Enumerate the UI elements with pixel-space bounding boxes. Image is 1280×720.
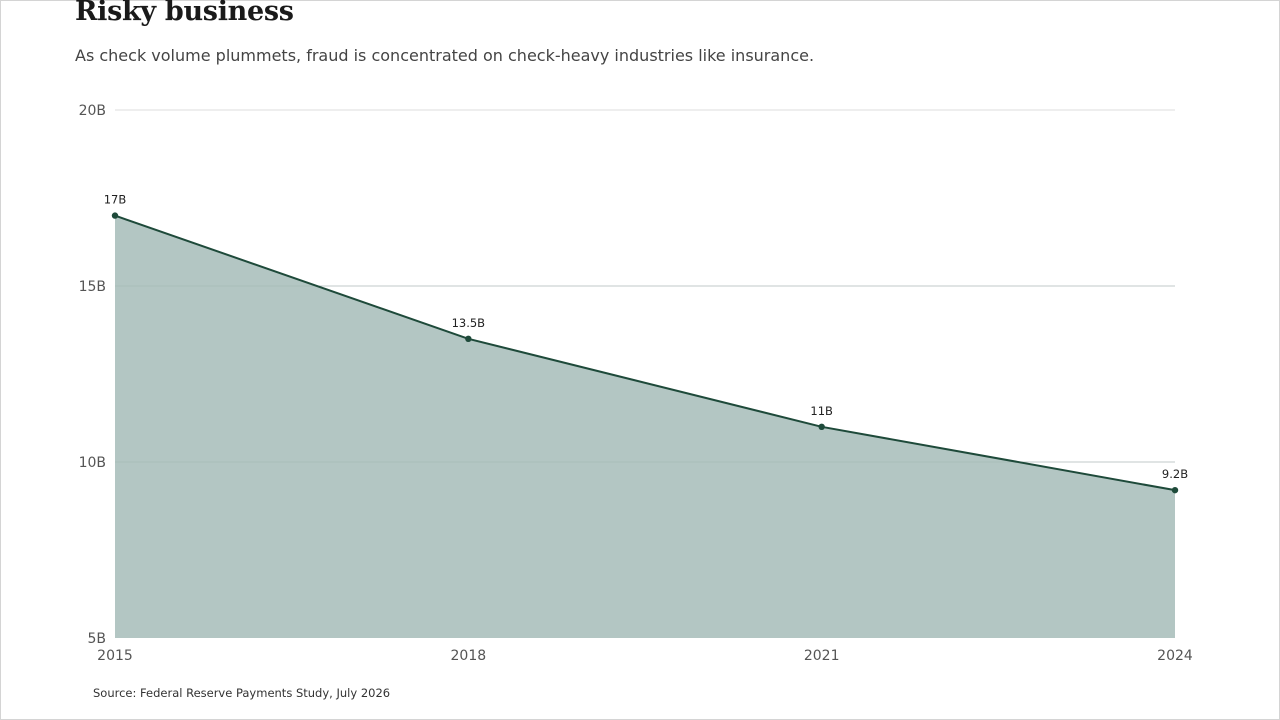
data-label: 11B	[810, 404, 833, 418]
y-tick-label: 10B	[79, 455, 106, 471]
data-point	[465, 335, 472, 342]
marker-layer	[111, 212, 1179, 494]
x-axis-ticks: 2015 2018 2021 2024	[97, 648, 1193, 664]
x-tick-label: 2015	[97, 648, 133, 664]
source-note: Source: Federal Reserve Payments Study, …	[93, 686, 391, 700]
data-labels: 17B 13.5B 11B 9.2B	[104, 193, 1188, 482]
data-point	[111, 212, 119, 219]
x-tick-label: 2021	[804, 648, 840, 664]
data-point	[1171, 486, 1179, 494]
line-layer	[114, 214, 1176, 492]
area-fill	[115, 215, 1175, 638]
data-point	[818, 423, 825, 430]
y-axis-ticks: 5B 10B 15B 20B	[79, 103, 106, 647]
data-label: 17B	[104, 193, 127, 207]
x-tick-label: 2024	[1157, 648, 1193, 664]
data-label: 13.5B	[452, 316, 486, 330]
chart-title: Risky business	[75, 0, 294, 27]
series-line	[114, 214, 1176, 492]
y-tick-label: 5B	[87, 631, 106, 647]
y-tick-label: 15B	[79, 279, 106, 295]
x-tick-label: 2018	[451, 648, 487, 664]
data-label: 9.2B	[1162, 467, 1188, 481]
area-layer	[115, 215, 1175, 638]
y-tick-label: 20B	[79, 103, 106, 119]
chart-subtitle: As check volume plummets, fraud is conce…	[75, 46, 815, 65]
